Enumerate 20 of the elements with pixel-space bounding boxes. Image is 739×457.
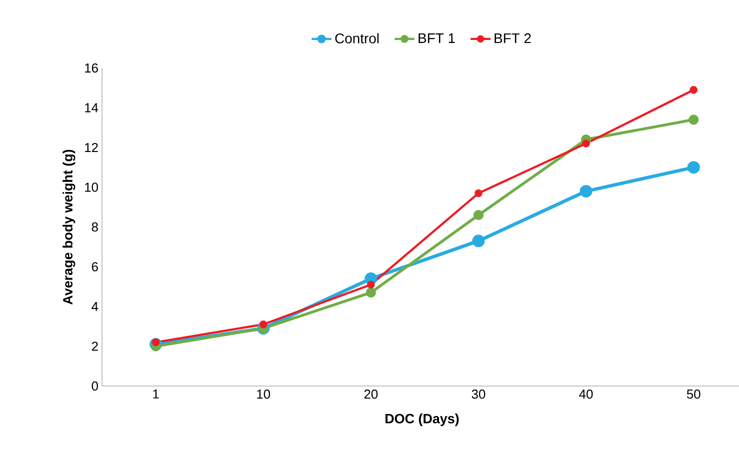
- y-tick-label: 6: [92, 262, 98, 272]
- x-tick-label: 30: [472, 390, 486, 399]
- y-tick-label: 4: [92, 302, 98, 311]
- y-tick-label: 12: [85, 142, 98, 152]
- y-tick-label: 10: [85, 182, 98, 192]
- y-tick-label: 14: [85, 103, 98, 112]
- legend-label: Control: [335, 33, 379, 44]
- y-tick-label: 0: [92, 381, 98, 391]
- x-tick-label: 10: [257, 390, 270, 399]
- y-tick-label: 8: [92, 222, 98, 232]
- y-tick-label: 16: [85, 63, 98, 73]
- x-tick-label: 20: [364, 390, 378, 399]
- y-tick-label: 2: [92, 342, 98, 351]
- legend-label: BFT 1: [418, 33, 455, 43]
- x-axis-title: DOC (Days): [386, 414, 459, 426]
- x-tick-label: 50: [686, 390, 700, 399]
- legend-label: BFT 2: [494, 33, 531, 44]
- y-axis-title: Average body weight (g): [62, 150, 76, 305]
- x-tick-label: 40: [579, 390, 593, 399]
- x-tick-label: 1: [153, 390, 159, 398]
